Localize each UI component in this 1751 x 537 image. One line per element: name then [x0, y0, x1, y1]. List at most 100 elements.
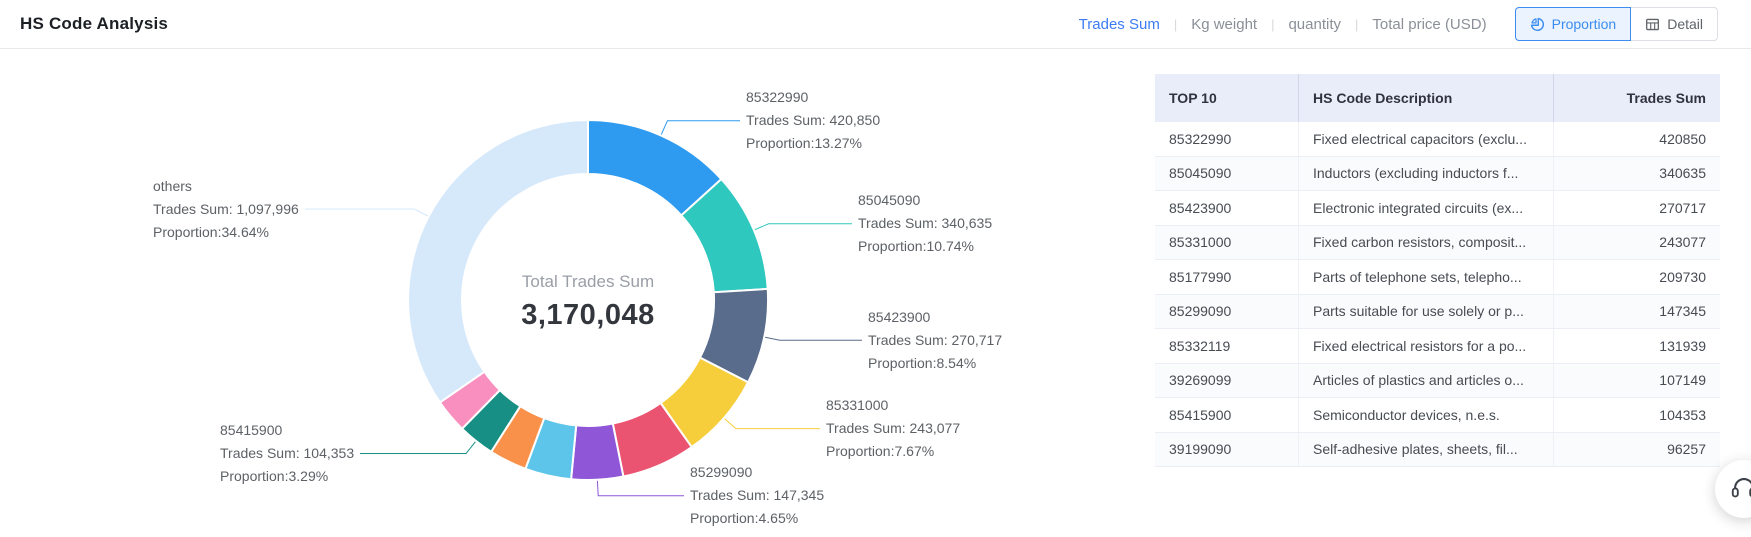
- cell-description: Inductors (excluding inductors f...: [1299, 156, 1554, 190]
- chart-center-label: Total Trades Sum: [521, 272, 655, 291]
- cell-trades-sum: 96257: [1667, 441, 1706, 458]
- cell-code: 85177990: [1155, 260, 1299, 294]
- slice-label-line: Proportion:7.67%: [826, 443, 935, 460]
- cell-code: 85331000: [1155, 225, 1299, 259]
- table-row-85423900: 85423900 Electronic integrated circuits (…: [1155, 191, 1720, 226]
- table-row-85299090: 85299090 Parts suitable for use solely or…: [1155, 294, 1720, 329]
- column-header-top10: TOP 10: [1155, 74, 1299, 122]
- detail-button[interactable]: Detail: [1630, 7, 1718, 41]
- cell-code: 85045090: [1155, 156, 1299, 190]
- slice-label-line: Trades Sum: 270,717: [868, 331, 1003, 348]
- table-icon: [1645, 17, 1660, 32]
- slice-label-others: others Trades Sum: 1,097,996 Proportion:34…: [153, 175, 299, 244]
- slice-label-line: others: [153, 177, 192, 194]
- cell-code: 39199090: [1155, 432, 1299, 466]
- label-leader-line-85331000: [724, 418, 820, 430]
- table-row-85177990: 85177990 Parts of telephone sets, telepho…: [1155, 260, 1720, 295]
- cell-description: Semiconductor devices, n.e.s.: [1299, 398, 1554, 432]
- cell-code: 39269099: [1155, 363, 1299, 397]
- cell-trades-sum: 209730: [1659, 268, 1706, 285]
- cell-code: 85299090: [1155, 294, 1299, 328]
- cell-description: Articles of plastics and articles o...: [1299, 363, 1554, 397]
- table-row-39199090: 39199090 Self-adhesive plates, sheets, fi…: [1155, 432, 1720, 467]
- label-leader-line-85045090: [754, 223, 852, 231]
- nav-trades-sum[interactable]: Trades Sum: [1078, 15, 1160, 33]
- nav-kg-weight[interactable]: Kg weight: [1191, 15, 1258, 33]
- cell-trades-sum: 420850: [1659, 130, 1706, 147]
- chart-center: Total Trades Sum 3,170,048: [438, 272, 738, 332]
- cell-code: 85415900: [1155, 398, 1299, 432]
- label-leader-line-85423900: [764, 336, 862, 341]
- page-title: HS Code Analysis: [20, 14, 169, 33]
- cell-description: Electronic integrated circuits (ex...: [1299, 191, 1554, 225]
- slice-label-line: Proportion:34.64%: [153, 223, 269, 240]
- cell-code: 85423900: [1155, 191, 1299, 225]
- slice-label-line: 85415900: [220, 421, 283, 438]
- cell-description: Self-adhesive plates, sheets, fil...: [1299, 432, 1554, 466]
- column-header-description: HS Code Description: [1299, 74, 1554, 122]
- slice-label-line: Proportion:8.54%: [868, 354, 977, 371]
- table-row-39269099: 39269099 Articles of plastics and article…: [1155, 363, 1720, 398]
- donut-slice-others[interactable]: [407, 118, 589, 404]
- proportion-button[interactable]: Proportion: [1514, 7, 1632, 41]
- cell-trades-sum: 107149: [1659, 372, 1706, 389]
- button-label: Proportion: [1551, 16, 1617, 32]
- support-button[interactable]: [1715, 460, 1751, 518]
- cell-code: 85332119: [1155, 329, 1299, 363]
- slice-label-line: Trades Sum: 147,345: [690, 487, 825, 504]
- slice-label-line: Proportion:13.27%: [746, 135, 862, 152]
- label-leader-line-85415900: [360, 441, 476, 454]
- slice-label-line: 85045090: [858, 192, 921, 209]
- cell-description: Fixed electrical resistors for a po...: [1299, 329, 1554, 363]
- cell-trades-sum: 104353: [1659, 406, 1706, 423]
- slice-label-line: Trades Sum: 243,077: [826, 420, 961, 437]
- label-leader-line-others: [305, 208, 428, 217]
- slice-label-line: Proportion:4.65%: [690, 510, 799, 527]
- table-header-row: TOP 10 HS Code Description Trades Sum: [1155, 74, 1720, 122]
- headset-icon: [1729, 472, 1751, 507]
- table-row-85045090: 85045090 Inductors (excluding inductors f…: [1155, 156, 1720, 191]
- slice-label-85331000: 85331000 Trades Sum: 243,077 Proportion:7.…: [826, 394, 960, 463]
- slice-label-85415900: 85415900 Trades Sum: 104,353 Proportion:3.…: [220, 419, 354, 488]
- nav-total-price-usd[interactable]: Total price (USD): [1372, 15, 1487, 33]
- table-body: 85322990 Fixed electrical capacitors (exc…: [1155, 122, 1720, 467]
- slice-label-line: 85299090: [690, 464, 753, 481]
- slice-label-85423900: 85423900 Trades Sum: 270,717 Proportion:8.…: [868, 306, 1002, 375]
- cell-trades-sum: 340635: [1659, 165, 1706, 182]
- nav-separator: |: [1173, 16, 1178, 32]
- chart-center-value: 3,170,048: [521, 299, 655, 331]
- top10-table: TOP 10 HS Code Description Trades Sum 85…: [1155, 74, 1720, 467]
- cell-description: Parts suitable for use solely or p...: [1299, 294, 1554, 328]
- slice-label-line: Trades Sum: 420,850: [746, 112, 881, 129]
- slice-label-line: 85331000: [826, 397, 889, 414]
- nav-separator: |: [1355, 16, 1359, 32]
- cell-trades-sum: 270717: [1659, 199, 1706, 216]
- slice-label-line: Trades Sum: 104,353: [220, 444, 355, 461]
- pie-chart-icon: [1530, 17, 1545, 32]
- cell-description: Fixed electrical capacitors (exclu...: [1299, 122, 1554, 156]
- nav-quantity[interactable]: quantity: [1288, 15, 1342, 33]
- slice-label-line: Proportion:10.74%: [858, 238, 974, 255]
- cell-code: 85322990: [1155, 122, 1299, 156]
- slice-label-85299090: 85299090 Trades Sum: 147,345 Proportion:4.…: [690, 461, 824, 530]
- cell-trades-sum: 131939: [1659, 337, 1706, 354]
- cell-trades-sum: 147345: [1659, 303, 1706, 320]
- nav-separator: |: [1271, 16, 1275, 32]
- table-row-85331000: 85331000 Fixed carbon resistors, composit…: [1155, 225, 1720, 260]
- slice-label-line: 85423900: [868, 308, 931, 325]
- metric-nav: Trades Sum | Kg weight | quantity | Total pric…: [1079, 16, 1487, 33]
- slice-label-line: Trades Sum: 1,097,996: [153, 200, 299, 217]
- slice-label-line: Proportion:3.29%: [220, 467, 329, 484]
- view-toggle-group: Proportion Detail: [1514, 7, 1718, 41]
- slice-label-85322990: 85322990 Trades Sum: 420,850 Proportion:13…: [746, 86, 880, 155]
- cell-description: Parts of telephone sets, telepho...: [1299, 260, 1554, 294]
- slice-label-85045090: 85045090 Trades Sum: 340,635 Proportion:10…: [858, 189, 992, 258]
- column-header-trades-sum: Trades Sum: [1626, 90, 1706, 106]
- cell-trades-sum: 243077: [1659, 234, 1706, 251]
- label-leader-line-85322990: [660, 120, 740, 135]
- cell-description: Fixed carbon resistors, composit...: [1299, 225, 1554, 259]
- slice-label-line: Trades Sum: 340,635: [858, 215, 993, 232]
- table-row-85415900: 85415900 Semiconductor devices, n.e.s. 104…: [1155, 398, 1720, 433]
- button-label: Detail: [1667, 16, 1703, 32]
